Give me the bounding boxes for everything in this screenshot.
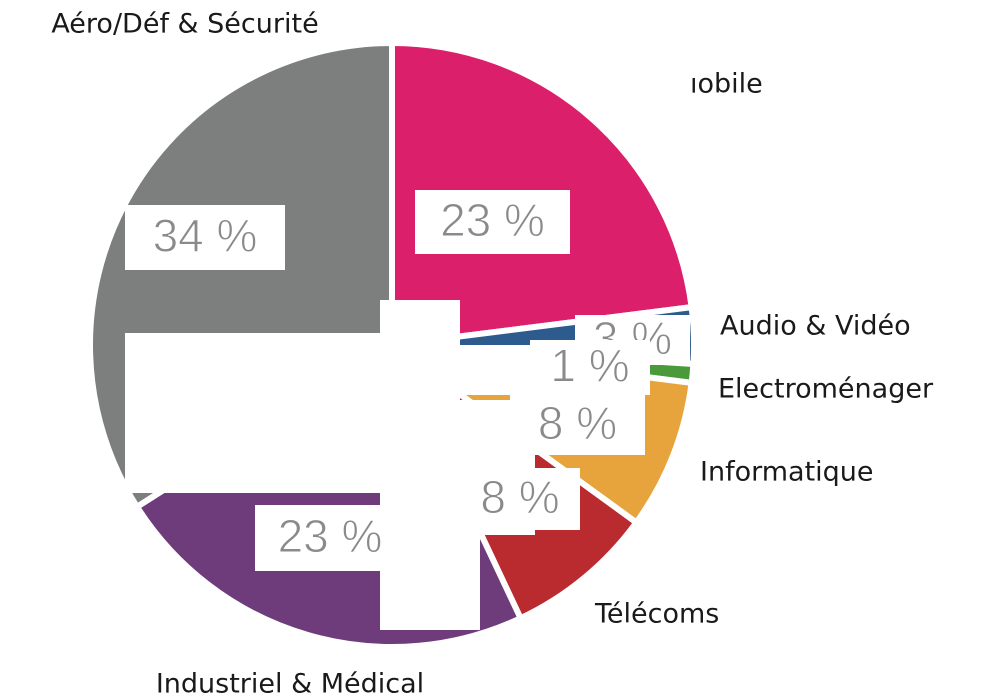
value-label-box: [510, 395, 645, 455]
category-label: ıobile: [690, 69, 763, 100]
category-label: Industriel & Médical: [156, 669, 424, 698]
value-label: 23 %: [278, 510, 383, 562]
value-label-box: [460, 468, 580, 530]
occluder: [125, 333, 395, 493]
value-label: 23 %: [440, 194, 545, 246]
value-label-box: [415, 190, 570, 254]
category-label: Audio & Vidéo: [720, 311, 911, 342]
value-label: 8 %: [538, 397, 617, 449]
value-label-box: [255, 505, 405, 571]
value-label: 8 %: [480, 471, 559, 523]
category-label: Electroménager: [718, 374, 934, 405]
value-label: 34 %: [153, 210, 258, 262]
value-label-box: [530, 340, 650, 395]
category-label: Aéro/Déf & Sécurité: [51, 9, 318, 40]
labels: ıobile Audio & Vidéo Electroménager Informa…: [51, 9, 934, 698]
value-label: 1 %: [550, 340, 629, 392]
category-label: Télécoms: [594, 599, 719, 630]
value-label-box: [125, 205, 285, 270]
occluder: [300, 0, 400, 42]
category-label: Informatique: [700, 457, 874, 488]
